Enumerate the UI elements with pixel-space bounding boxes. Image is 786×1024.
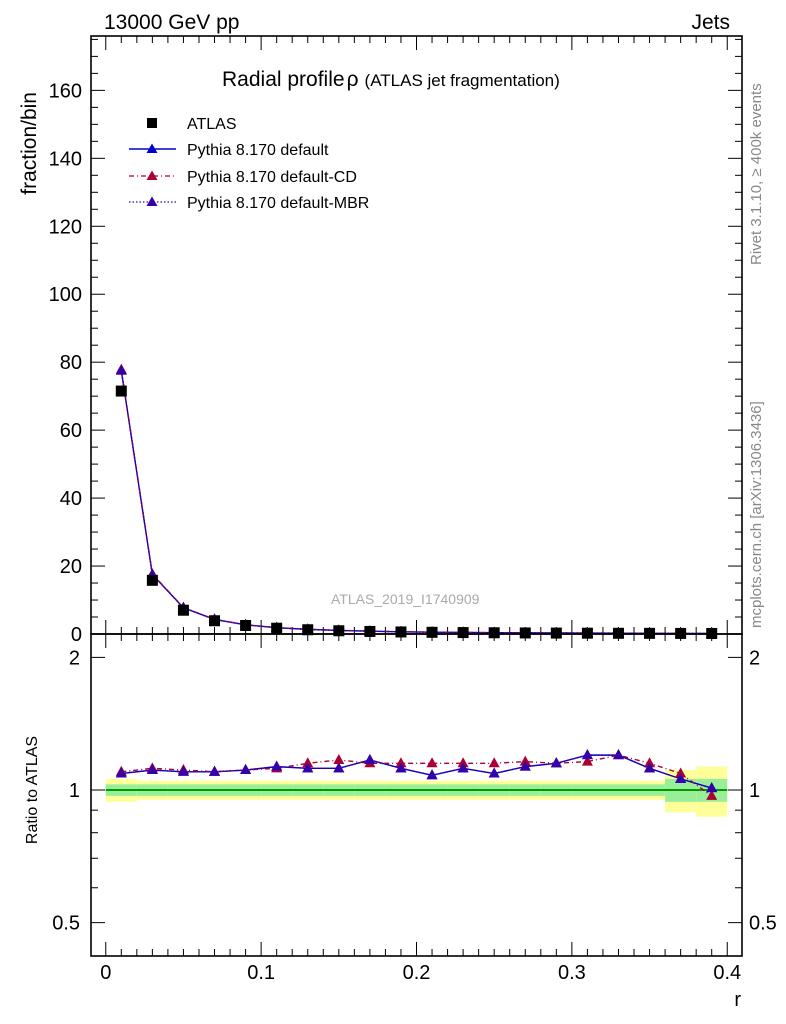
legend-marker-default [146, 143, 158, 153]
legend-marker-default-cd [146, 170, 158, 180]
main-y-tick-label: 80 [60, 352, 82, 374]
ratio-point-pythia-8-170-default-mbr [457, 762, 469, 773]
ratio-point-pythia-8-170-default-mbr [271, 760, 283, 771]
main-point-atlas [333, 625, 345, 637]
chart-title-text: Radial profile [222, 68, 345, 91]
ratio-point-pythia-8-170-default-mbr [302, 762, 314, 773]
ratio-y-tick-label: 2 [69, 647, 80, 669]
header-energy: 13000 GeV pp [104, 11, 239, 34]
ratio-y-tick-label-right: 2 [749, 647, 760, 669]
ratio-y-axis: 0.5 0.5 1 1 2 2 [52, 647, 777, 934]
ratio-point-pythia-8-170-default-cd [426, 757, 438, 768]
x-tick-label: 0.1 [247, 962, 275, 984]
main-point-atlas [177, 604, 189, 616]
ratio-point-pythia-8-170-default-mbr [519, 760, 531, 771]
main-point-atlas [271, 622, 283, 634]
ratio-point-pythia-8-170-default-mbr [426, 769, 438, 780]
legend-label-default: Pythia 8.170 default [187, 142, 329, 159]
main-line-pythia-8-170-default-mbr [120, 370, 712, 635]
ratio-point-pythia-8-170-default-cd [581, 755, 593, 766]
ratio-point-pythia-8-170-default-cd [488, 757, 500, 768]
main-y-tick-label: 40 [60, 488, 82, 510]
legend-label-atlas: ATLAS [187, 116, 237, 133]
main-point-atlas [581, 627, 593, 639]
legend: ATLAS Pythia 8.170 default Pythia 8.170 … [129, 116, 369, 212]
chart-subtitle: (ATLAS jet fragmentation) [365, 71, 560, 90]
main-point-atlas [302, 624, 314, 636]
x-axis-label: r [734, 989, 741, 1011]
main-y-tick-label: 100 [49, 284, 82, 306]
main-point-atlas [240, 620, 252, 632]
ratio-uncertainty-band [105, 766, 728, 817]
ratio-point-pythia-8-170-default-mbr [675, 772, 687, 783]
ratio-point-pythia-8-170-default-mbr [488, 767, 500, 778]
ratio-point-pythia-8-170-default-mbr [146, 764, 158, 775]
ratio-point-pythia-8-170-default-mbr [581, 749, 593, 760]
ratio-series-group [115, 749, 718, 800]
main-point-atlas [550, 627, 562, 639]
main-point-atlas [519, 627, 531, 639]
ratio-point-pythia-8-170-default-cd [706, 789, 718, 800]
main-y-tick-label: 160 [49, 80, 82, 102]
main-point-atlas [364, 625, 376, 637]
ratio-point-pythia-8-170-default-mbr [209, 765, 221, 776]
chart-title: Radial profileρ (ATLAS jet fragmentation) [222, 68, 560, 91]
ratio-point-pythia-8-170-default-mbr [240, 764, 252, 775]
main-point-atlas [146, 574, 158, 586]
ratio-point-pythia-8-170-default-cd [644, 757, 656, 768]
ratio-point-pythia-8-170-default-cd [675, 767, 687, 778]
legend-label-default-mbr: Pythia 8.170 default-MBR [187, 195, 369, 212]
ratio-point-pythia-8-170-default-mbr [115, 767, 127, 778]
main-point-atlas [209, 615, 221, 627]
main-y-axis: 0 20 40 60 80 100 120 140 160 [49, 38, 742, 646]
main-y-tick-label: 0 [71, 624, 82, 646]
ratio-point-pythia-8-170-default-mbr [333, 762, 345, 773]
ratio-point-pythia-8-170-default-cd [333, 753, 345, 764]
ratio-point-pythia-8-170-default-mbr [395, 762, 407, 773]
main-point-atlas [457, 627, 469, 639]
ratio-y-tick-label-right: 1 [749, 780, 760, 802]
x-tick-label: 0 [100, 962, 111, 984]
ratio-point-pythia-8-170-default-mbr [706, 782, 718, 793]
x-tick-label: 0.4 [713, 962, 741, 984]
main-y-tick-label: 20 [60, 556, 82, 578]
chart-title-symbol: ρ [347, 68, 359, 91]
analysis-watermark: ATLAS_2019_I1740909 [331, 591, 480, 607]
ratio-point-pythia-8-170-default-cd [395, 757, 407, 768]
main-y-axis-label: fraction/bin [18, 92, 41, 195]
x-tick-label: 0.2 [403, 962, 431, 984]
ratio-y-tick-label-right: 0.5 [749, 913, 777, 935]
ratio-point-pythia-8-170-default-mbr [364, 753, 376, 764]
main-point-atlas [488, 627, 500, 639]
ratio-y-tick-label: 0.5 [52, 913, 80, 935]
ratio-point-pythia-8-170-default-mbr [644, 762, 656, 773]
ratio-line-pythia-8-170-default-mbr [121, 754, 712, 789]
main-point-atlas [395, 626, 407, 638]
ratio-x-axis: 0 0.1 0.2 0.3 0.4 [100, 634, 741, 984]
mcplots-label: mcplots.cern.ch [arXiv:1306.3436] [748, 401, 765, 628]
rivet-version-label: Rivet 3.1.10, ≥ 400k events [748, 83, 765, 265]
ratio-point-pythia-8-170-default-mbr [550, 757, 562, 768]
ratio-point-pythia-8-170-default-mbr [612, 749, 624, 760]
legend-marker-default-mbr [146, 196, 158, 206]
x-tick-label: 0.3 [558, 962, 586, 984]
ratio-y-tick-label: 1 [69, 780, 80, 802]
ratio-point-pythia-8-170-default-cd [519, 755, 531, 766]
main-y-tick-label: 60 [60, 420, 82, 442]
main-y-tick-label: 120 [49, 216, 82, 238]
ratio-point-pythia-8-170-default-cd [457, 757, 469, 768]
main-y-tick-label: 140 [49, 148, 82, 170]
legend-label-default-cd: Pythia 8.170 default-CD [187, 169, 357, 186]
ratio-y-axis-label: Ratio to ATLAS [24, 736, 41, 844]
main-point-atlas [115, 385, 127, 397]
main-point-atlas [426, 626, 438, 638]
ratio-point-pythia-8-170-default-mbr [177, 765, 189, 776]
main-point-pythia-8-170-default-mbr [115, 364, 127, 375]
header-process: Jets [691, 11, 730, 34]
legend-marker-atlas [147, 118, 157, 128]
ratio-point-pythia-8-170-default-cd [302, 757, 314, 768]
